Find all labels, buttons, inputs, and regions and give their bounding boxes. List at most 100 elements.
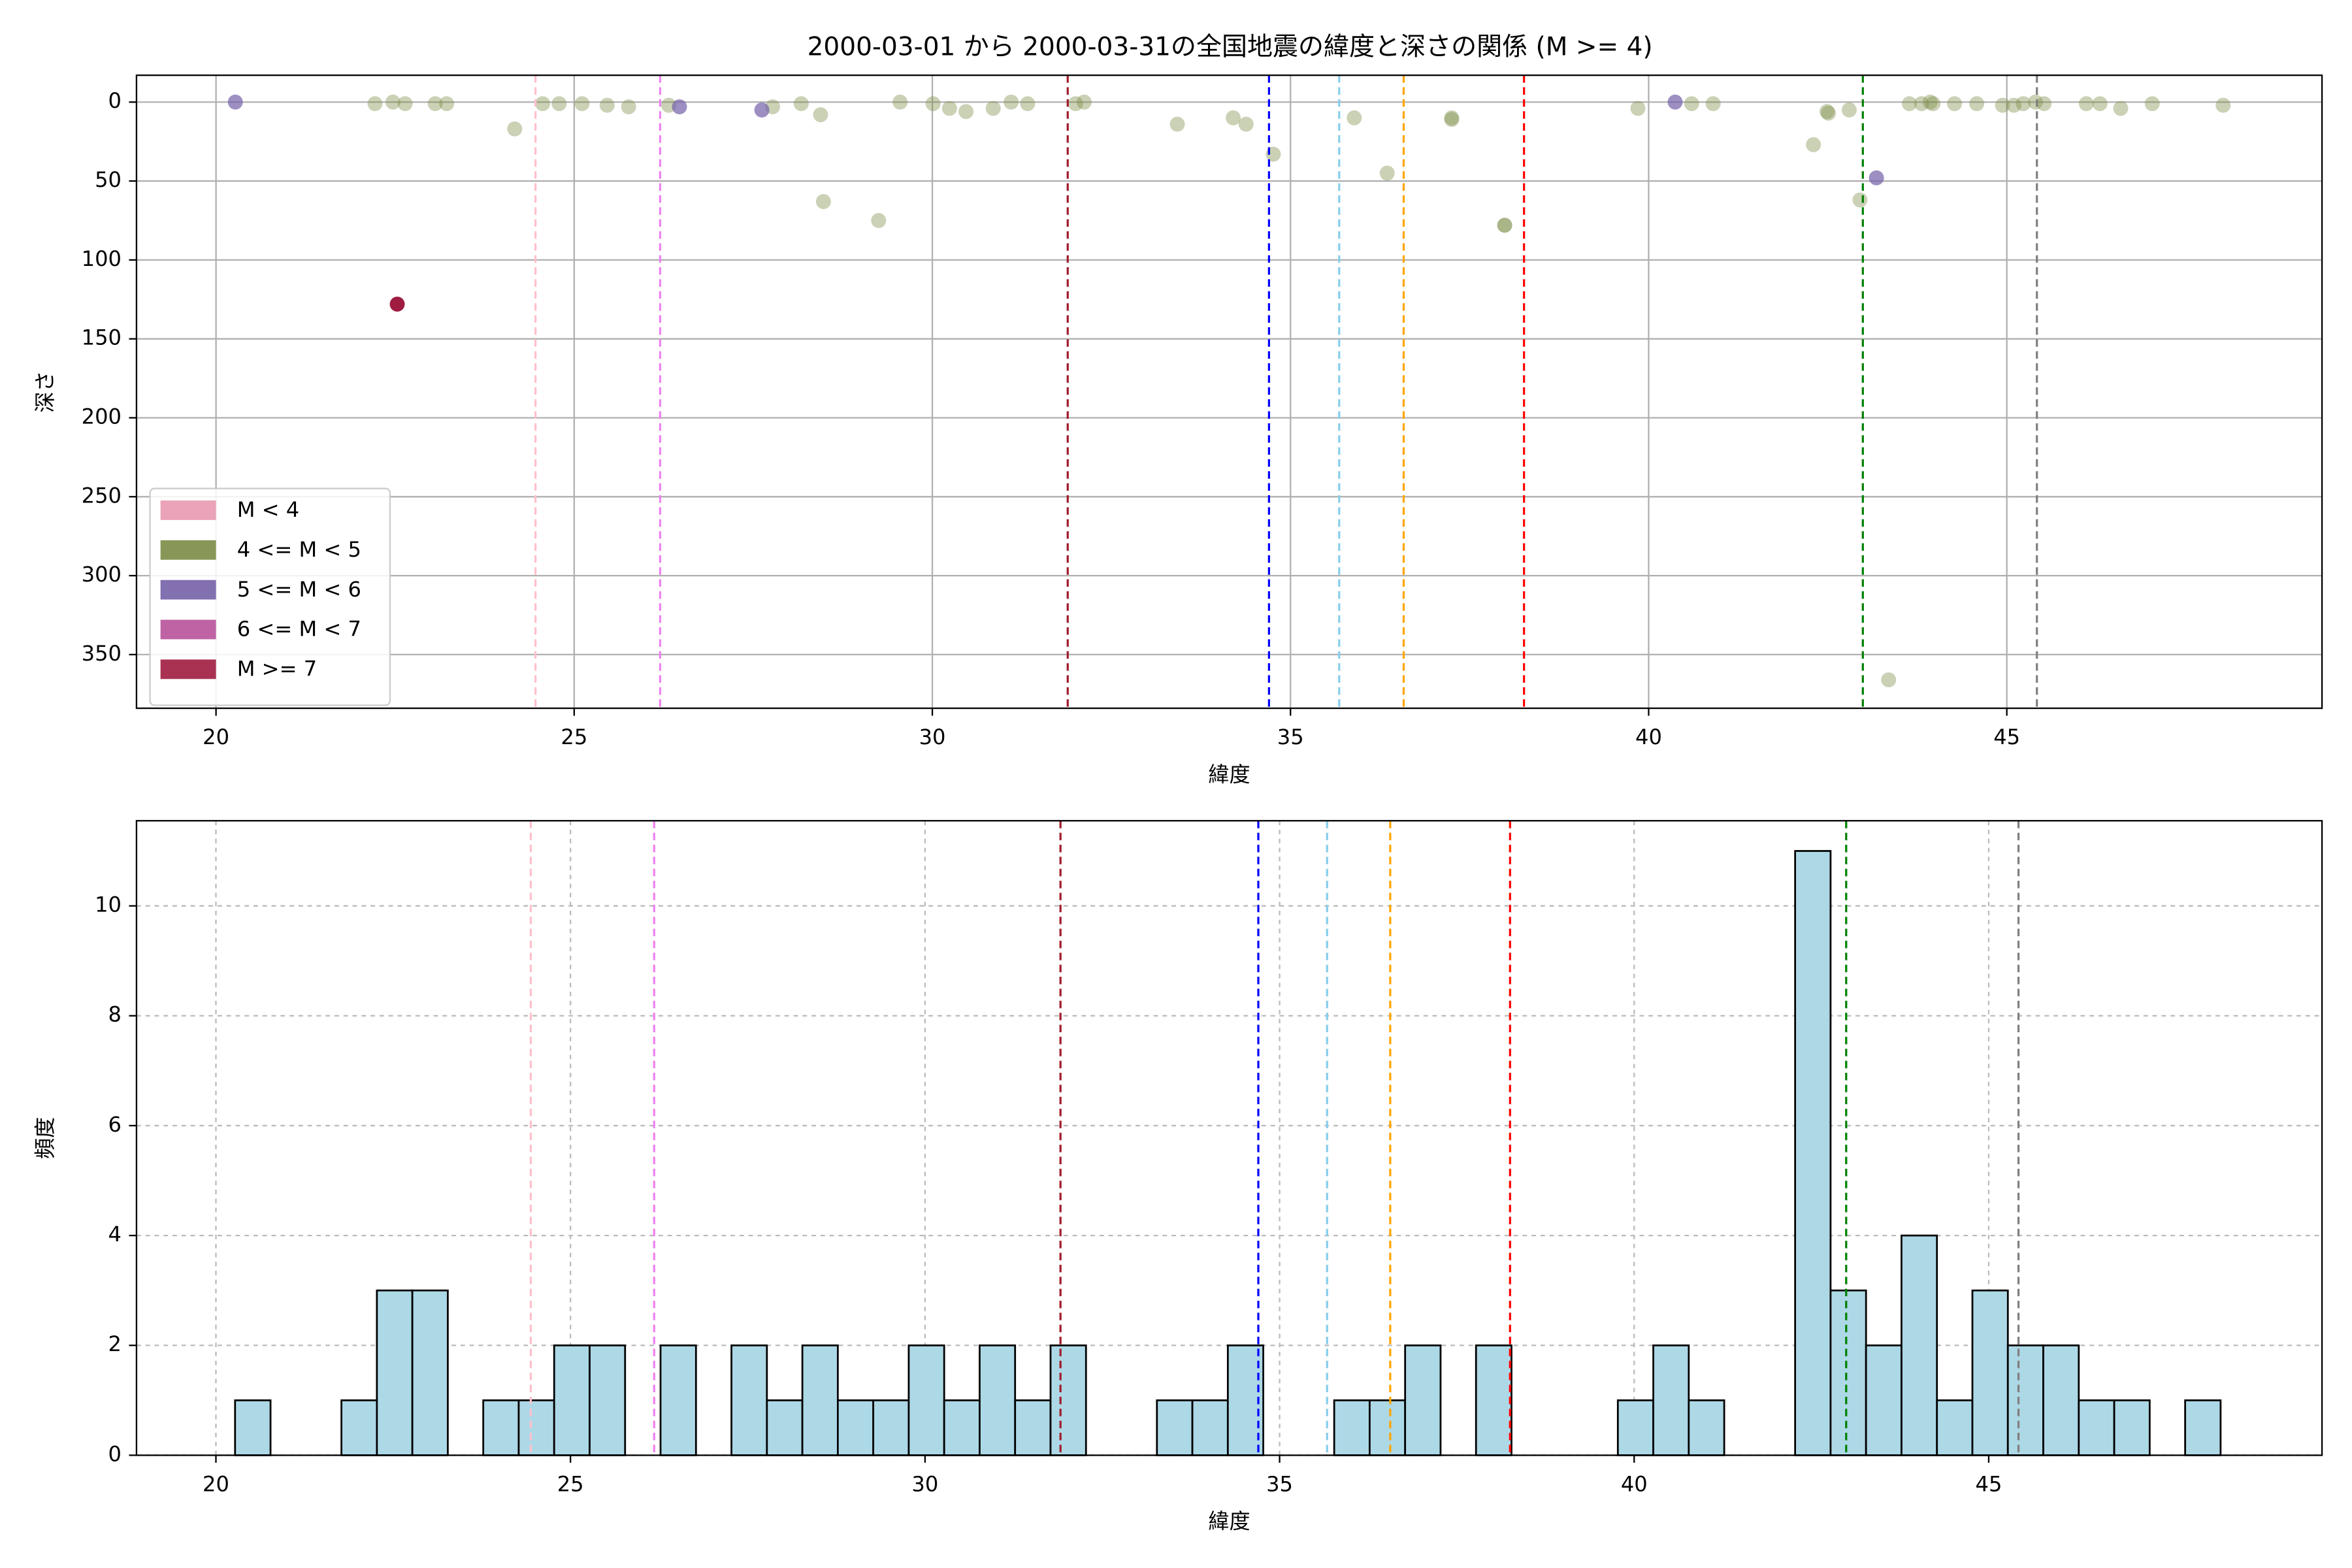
bar [482, 1399, 520, 1456]
point [1705, 96, 1721, 112]
point [535, 96, 551, 112]
x-tick-label: 35 [1266, 1471, 1293, 1496]
legend-label: 4 <= M < 5 [237, 537, 361, 562]
point [1169, 116, 1185, 132]
point [1667, 94, 1683, 110]
x-tick-label: 30 [919, 725, 946, 749]
point [1819, 104, 1835, 120]
x-axis-label: 緯度 [1208, 1509, 1250, 1534]
point [1806, 137, 1821, 152]
bar [801, 1344, 839, 1456]
point [1925, 96, 1941, 112]
y-tick-label: 300 [82, 562, 122, 587]
point [793, 96, 809, 112]
point [551, 96, 567, 112]
y-axis-label: 深さ [33, 370, 57, 412]
bar [340, 1399, 378, 1456]
x-tick-label: 40 [1635, 725, 1662, 749]
point [2028, 94, 2043, 110]
y-tick-label: 50 [95, 167, 122, 192]
point [385, 94, 400, 110]
bar [1369, 1399, 1407, 1456]
point [2016, 96, 2031, 112]
bar [1616, 1399, 1654, 1456]
bar [2042, 1344, 2080, 1456]
point [892, 94, 908, 110]
y-tick-label: 200 [82, 404, 122, 429]
x-tick-label: 25 [557, 1471, 584, 1496]
point [1902, 96, 1918, 112]
x-axis-label: 緯度 [1208, 762, 1250, 787]
bar [553, 1344, 591, 1456]
x-tick-label: 45 [1976, 1471, 2002, 1496]
y-tick-label: 4 [108, 1222, 122, 1247]
bar [766, 1399, 804, 1456]
point [815, 193, 831, 209]
point [871, 212, 887, 228]
x-tick-label: 35 [1277, 725, 1304, 749]
bar [1901, 1234, 1938, 1456]
bar [234, 1399, 272, 1456]
y-tick-label: 350 [82, 641, 122, 666]
point [389, 297, 405, 312]
y-tick-label: 0 [108, 1441, 122, 1466]
point [1347, 110, 1362, 125]
point [1841, 102, 1857, 118]
point [672, 99, 687, 114]
point [621, 99, 636, 114]
legend-swatch [160, 580, 216, 600]
bar [730, 1344, 768, 1456]
bar [1829, 1289, 1867, 1456]
bar [1156, 1399, 1194, 1456]
chart-title: 2000-03-01 から 2000-03-31の全国地震の緯度と深さの関係 (… [808, 32, 1653, 61]
x-tick-label: 20 [203, 1471, 229, 1496]
y-tick-label: 250 [82, 483, 122, 508]
legend-label: 6 <= M < 7 [237, 617, 361, 642]
point [2215, 97, 2231, 113]
bar [872, 1399, 910, 1456]
point [1969, 96, 1985, 112]
bar [943, 1399, 981, 1456]
x-tick-label: 40 [1621, 1471, 1648, 1496]
bar [517, 1399, 555, 1456]
bar [2078, 1399, 2115, 1456]
point [941, 101, 957, 116]
point [439, 96, 455, 112]
legend-swatch [160, 659, 216, 679]
point [1922, 94, 1938, 110]
point [1881, 672, 1897, 688]
legend-swatch [160, 619, 216, 640]
bar [659, 1344, 697, 1456]
bar [1936, 1399, 1974, 1456]
legend-label: 5 <= M < 6 [237, 577, 361, 602]
plot-frame [135, 820, 2323, 1456]
point [507, 121, 523, 137]
point [1379, 165, 1395, 181]
point [574, 96, 590, 112]
x-tick-label: 20 [203, 725, 229, 749]
point [227, 94, 243, 110]
point [1020, 96, 1036, 112]
point [1852, 192, 1868, 208]
y-tick-label: 100 [82, 246, 122, 271]
y-tick-label: 6 [108, 1112, 122, 1137]
point [1226, 110, 1241, 125]
point [367, 96, 383, 112]
bar [1688, 1399, 1725, 1456]
y-axis-label: 頻度 [33, 1117, 57, 1159]
legend-label: M >= 7 [237, 657, 317, 681]
point [1004, 94, 1019, 110]
bar [1971, 1289, 2009, 1456]
point [1068, 96, 1083, 112]
x-tick-label: 25 [561, 725, 587, 749]
x-tick-label: 30 [911, 1471, 938, 1496]
x-tick-label: 45 [1993, 725, 2020, 749]
bar [1191, 1399, 1229, 1456]
point [1077, 94, 1092, 110]
point [2036, 96, 2052, 112]
y-tick-label: 2 [108, 1331, 122, 1356]
point [397, 96, 413, 112]
point [1821, 105, 1837, 121]
